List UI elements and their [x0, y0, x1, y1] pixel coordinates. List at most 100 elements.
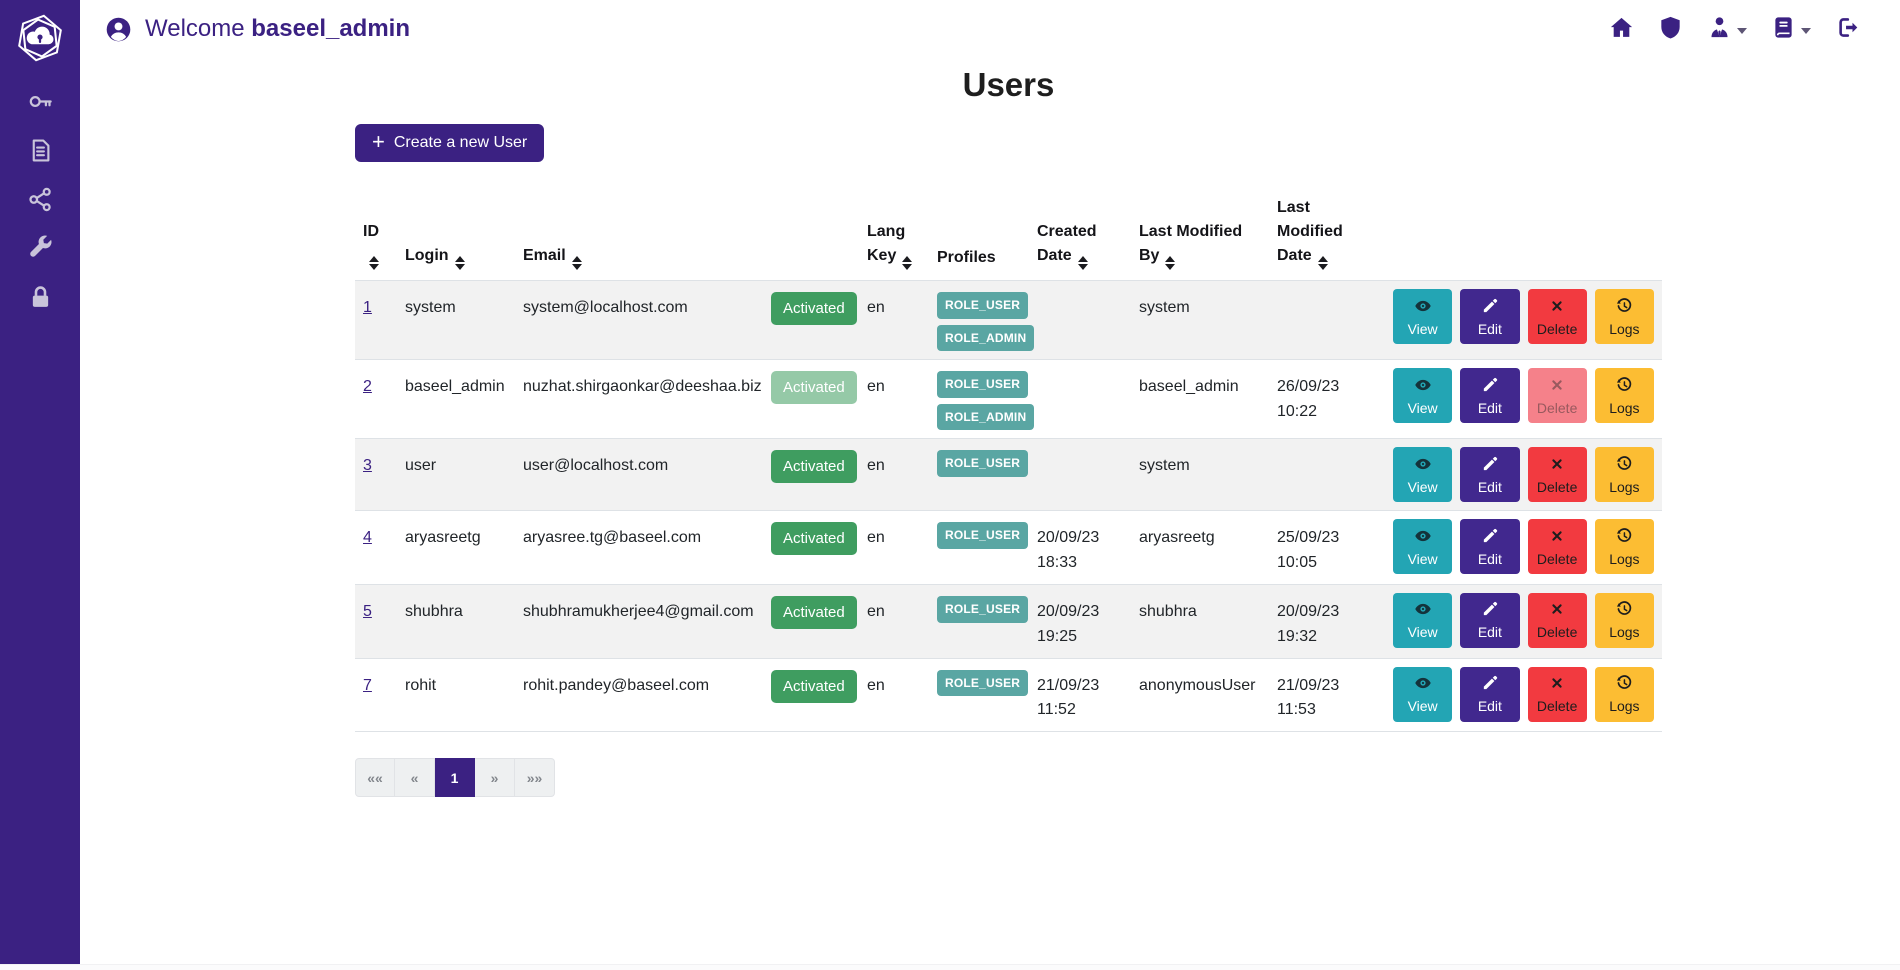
cell-login: user [397, 438, 515, 512]
cell-id: 3 [355, 438, 397, 512]
view-button[interactable]: View [1393, 447, 1453, 503]
profile-badge: ROLE_USER [937, 371, 1029, 398]
view-button[interactable]: View [1393, 666, 1453, 722]
logs-button[interactable]: Logs [1594, 592, 1654, 648]
status-badge[interactable]: Activated [771, 669, 857, 703]
delete-button[interactable]: Delete [1527, 519, 1587, 575]
cell-created-date: 21/09/23 11:52 [1029, 658, 1131, 733]
column-header-created-date[interactable]: Created Date [1029, 192, 1131, 281]
delete-button[interactable]: Delete [1527, 447, 1587, 503]
logs-button[interactable]: Logs [1594, 519, 1654, 575]
pagination-last[interactable]: »» [515, 758, 555, 798]
cell-created-date [1029, 359, 1131, 440]
action-buttons: View Edit Delete Logs [1393, 289, 1654, 344]
created-date: 21/09/23 [1037, 676, 1100, 694]
delete-button[interactable]: Delete [1527, 666, 1587, 722]
user-id-link[interactable]: 4 [363, 529, 372, 547]
edit-button[interactable]: Edit [1460, 592, 1520, 648]
user-id-link[interactable]: 1 [363, 299, 372, 316]
delete-button[interactable]: Delete [1527, 289, 1587, 344]
status-badge[interactable]: Activated [771, 450, 857, 484]
cell-profiles: ROLE_USER [929, 584, 1029, 659]
x-icon [1548, 600, 1566, 621]
edit-button[interactable]: Edit [1460, 519, 1520, 575]
status-badge[interactable]: Activated [771, 522, 857, 556]
user-id-link[interactable]: 3 [363, 457, 372, 475]
logs-button[interactable]: Logs [1594, 666, 1654, 722]
column-header-id[interactable]: ID [355, 192, 397, 281]
home-icon [1609, 15, 1634, 43]
nav-entities-button[interactable] [1771, 15, 1811, 43]
cell-actions: View Edit Delete Logs [1385, 359, 1662, 440]
sidebar-item-documents[interactable] [26, 139, 54, 167]
sidebar-item-tools[interactable] [26, 235, 54, 265]
cell-status: Activated [763, 658, 859, 733]
sidebar-item-key[interactable] [26, 90, 54, 118]
user-id-link[interactable]: 5 [363, 602, 372, 620]
horizontal-scrollbar[interactable] [0, 964, 1900, 970]
edit-button[interactable]: Edit [1460, 447, 1520, 503]
nav-sign-out-button[interactable] [1835, 15, 1860, 43]
pagination-prev[interactable]: « [395, 758, 435, 798]
user-tie-icon [1707, 15, 1732, 43]
cell-created-date: 20/09/23 19:25 [1029, 584, 1131, 659]
nav-shield-button[interactable] [1658, 15, 1683, 43]
view-button[interactable]: View [1393, 519, 1453, 575]
pagination-page-1[interactable]: 1 [435, 758, 475, 798]
pagination-next[interactable]: » [475, 758, 515, 798]
eye-icon [1414, 297, 1432, 318]
logs-button-label: Logs [1609, 698, 1640, 715]
column-header-lang-key[interactable]: Lang Key [859, 192, 929, 281]
logs-button[interactable]: Logs [1594, 289, 1654, 344]
cell-login: baseel_admin [397, 359, 515, 440]
view-button[interactable]: View [1393, 289, 1453, 344]
logs-button[interactable]: Logs [1594, 368, 1654, 424]
view-button[interactable]: View [1393, 592, 1453, 648]
nav-account-button[interactable] [1707, 15, 1747, 43]
column-header-last-modified-date[interactable]: Last Modified Date [1269, 192, 1385, 281]
edit-button[interactable]: Edit [1460, 666, 1520, 722]
delete-button[interactable]: Delete [1527, 592, 1587, 648]
created-time: 19:25 [1037, 627, 1078, 645]
column-label: Created Date [1037, 223, 1097, 264]
status-badge[interactable]: Activated [771, 595, 857, 629]
history-icon [1615, 527, 1633, 548]
profiles-stack: ROLE_USER [937, 519, 1029, 549]
sort-icon [571, 256, 582, 270]
column-header-last-modified-by[interactable]: Last Modified By [1131, 192, 1269, 281]
sidebar-item-security[interactable] [26, 286, 54, 314]
nav-home-button[interactable] [1609, 15, 1634, 43]
eye-icon [1414, 455, 1432, 476]
key-icon [27, 88, 54, 120]
cell-last-modified-date: 21/09/23 11:53 [1269, 658, 1385, 733]
created-time: 11:52 [1037, 701, 1076, 719]
cell-last-modified-by: system [1131, 438, 1269, 512]
cell-lang-key: en [859, 359, 929, 440]
last-modified-time: 11:53 [1277, 701, 1316, 719]
edit-button[interactable]: Edit [1460, 289, 1520, 344]
sidebar-item-share[interactable] [26, 187, 54, 216]
user-id-link[interactable]: 7 [363, 676, 372, 694]
edit-button[interactable]: Edit [1460, 368, 1520, 424]
pagination-first[interactable]: «« [355, 758, 395, 798]
last-modified-time: 19:32 [1277, 627, 1318, 645]
create-user-button[interactable]: + Create a new User [355, 124, 545, 162]
view-button-label: View [1407, 698, 1438, 715]
column-label: Last Modified By [1139, 223, 1243, 264]
user-id-link[interactable]: 2 [363, 378, 372, 396]
x-icon [1548, 376, 1566, 397]
pencil-icon [1481, 600, 1499, 621]
logs-button-label: Logs [1609, 320, 1640, 337]
sidebar [0, 0, 80, 964]
column-header-email[interactable]: Email [515, 192, 763, 281]
cell-email: shubhramukherjee4@gmail.com [515, 584, 763, 659]
logs-button[interactable]: Logs [1594, 447, 1654, 503]
cell-last-modified-by: system [1131, 280, 1269, 361]
column-header-login[interactable]: Login [397, 192, 515, 281]
sign-out-icon [1835, 15, 1860, 43]
status-badge[interactable]: Activated [771, 292, 857, 325]
view-button[interactable]: View [1393, 368, 1453, 424]
app-logo-icon[interactable] [12, 10, 68, 66]
cell-actions: View Edit Delete Logs [1385, 280, 1662, 361]
delete-button-label: Delete [1536, 698, 1578, 715]
